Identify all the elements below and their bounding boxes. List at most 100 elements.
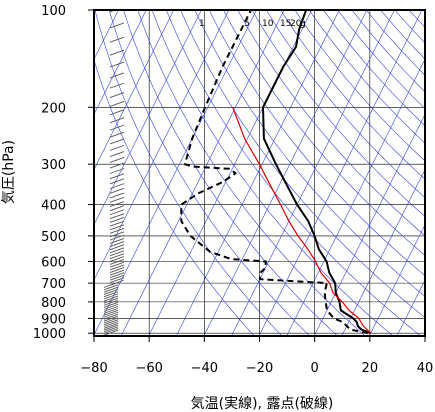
mixing-ratio-label: 10 <box>262 19 274 29</box>
y-tick-label: 200 <box>41 101 66 116</box>
wind-barb <box>109 250 125 257</box>
wind-barb <box>109 61 125 68</box>
wind-barb <box>103 309 119 316</box>
wind-barb <box>109 217 125 223</box>
x-tick-label: 20 <box>362 361 379 376</box>
dry-adiabat-line <box>251 10 425 217</box>
dry-adiabat-line <box>237 10 425 237</box>
wind-barb <box>109 201 125 208</box>
wind-barb <box>103 295 119 302</box>
wind-barb <box>109 205 125 212</box>
dewpoint-line <box>180 10 369 335</box>
dry-adiabat-line <box>194 10 425 297</box>
wind-barb <box>109 109 125 116</box>
isotherm-line <box>342 168 425 336</box>
x-tick-label: −80 <box>80 361 107 376</box>
dry-adiabat-line <box>94 59 254 336</box>
wind-barb <box>103 317 119 324</box>
wind-barb <box>109 261 125 268</box>
wind-barb <box>109 168 125 174</box>
y-tick-label: 700 <box>41 277 66 292</box>
x-tick-label: −20 <box>246 361 273 376</box>
wind-barb <box>109 178 125 185</box>
isotherm-line <box>94 10 257 336</box>
wind-barb <box>103 293 119 300</box>
wind-barb <box>109 72 125 79</box>
wind-barb <box>103 303 119 310</box>
x-axis: −80 −60 −40 −20 0 20 40 <box>80 336 433 376</box>
y-tick-label: 1000 <box>33 327 66 342</box>
wind-barb <box>109 92 125 99</box>
y-tick-label: 300 <box>41 158 66 173</box>
dry-adiabat-line <box>123 10 337 336</box>
wind-barb <box>109 156 125 163</box>
wind-barb <box>109 277 125 284</box>
y-tick-label: 800 <box>41 296 66 311</box>
wind-barb <box>103 315 119 322</box>
wind-barb <box>109 187 125 194</box>
wind-barb <box>109 192 125 199</box>
y-tick-label: 100 <box>41 4 66 19</box>
dry-adiabat-line <box>308 10 425 144</box>
wind-barb <box>103 307 119 314</box>
wind-barb <box>103 291 119 298</box>
wind-barb <box>109 241 125 248</box>
isotherm-line <box>397 279 425 336</box>
wind-barb <box>109 269 125 276</box>
x-tick-label: −60 <box>135 361 162 376</box>
wind-barb <box>109 256 125 263</box>
wind-barb <box>103 282 119 288</box>
wind-barb <box>109 264 125 271</box>
dry-adiabat-line <box>337 10 425 110</box>
wind-barb <box>103 286 119 293</box>
wind-barb <box>109 244 125 251</box>
wind-barb <box>109 101 125 107</box>
dry-adiabat-line <box>394 10 425 44</box>
y-tick-label: 400 <box>41 199 66 214</box>
isotherm-line <box>286 58 425 336</box>
isotherm-line <box>148 10 312 336</box>
isotherm-line <box>204 10 368 336</box>
dry-adiabat-line <box>137 10 365 336</box>
wind-barb <box>109 237 125 244</box>
isotherm-line <box>369 223 425 336</box>
wind-barb <box>109 144 125 151</box>
y-tick-label: 600 <box>41 255 66 270</box>
wind-barbs <box>103 10 125 336</box>
wind-barb <box>109 213 125 220</box>
wind-barb <box>103 299 119 306</box>
dry-adiabat-line <box>323 10 425 127</box>
mixing-ratio-label: 15 <box>280 19 291 29</box>
dry-adiabat-line <box>380 10 425 60</box>
wind-barb <box>109 267 125 273</box>
dry-adiabat-line <box>294 10 425 162</box>
wind-barb <box>109 49 125 56</box>
wind-barb <box>103 305 119 312</box>
wind-barb <box>103 329 119 336</box>
wind-barb <box>109 173 125 180</box>
wind-barb <box>109 82 125 89</box>
wind-barb <box>109 138 125 145</box>
temperature-line <box>262 10 372 335</box>
wind-barb <box>103 301 119 308</box>
adiabat-lines <box>94 10 425 336</box>
isotherm-line <box>94 10 202 226</box>
wind-barb <box>109 117 125 124</box>
wind-barb <box>109 247 125 254</box>
wind-barb <box>109 234 125 241</box>
wind-barb <box>109 124 125 131</box>
dry-adiabat-line <box>208 10 425 277</box>
wind-barb <box>103 311 119 318</box>
isotherm-line <box>94 10 147 115</box>
isotherm-line <box>231 10 395 336</box>
wind-barb <box>109 131 125 138</box>
x-tick-label: 0 <box>311 361 319 376</box>
wind-barb <box>103 284 119 291</box>
wind-barb <box>103 328 119 334</box>
isotherm-line <box>424 334 425 335</box>
dry-adiabat-line <box>180 10 425 319</box>
wind-barb <box>103 326 119 333</box>
sounding-lines <box>180 10 372 335</box>
